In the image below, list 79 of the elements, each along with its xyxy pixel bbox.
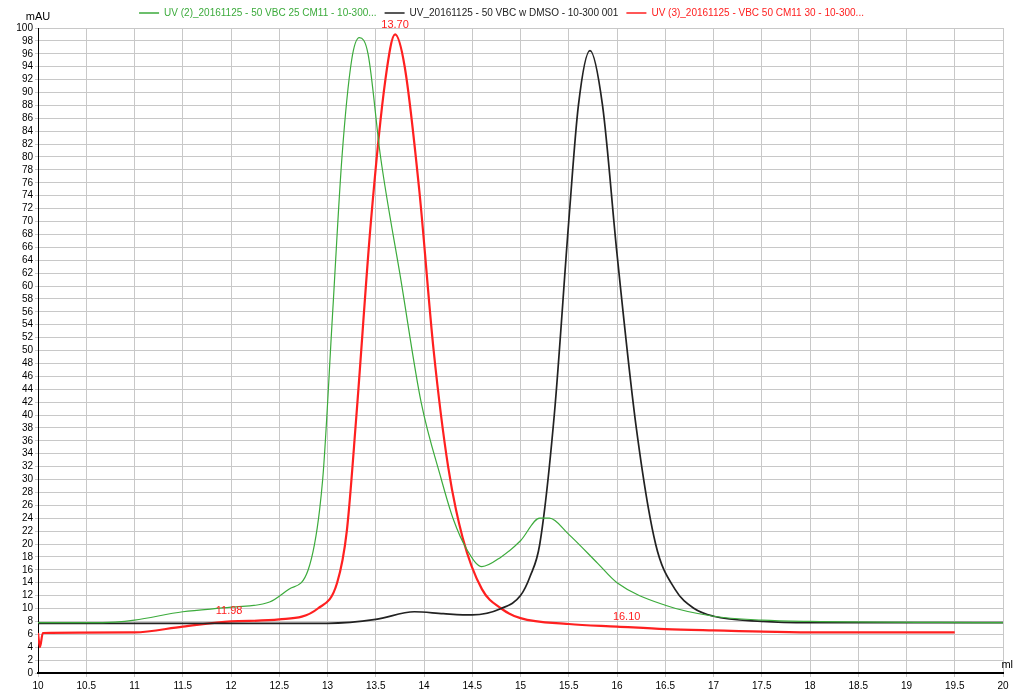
y-tick-label: 74 <box>21 189 34 201</box>
y-tick-label: 96 <box>21 47 34 59</box>
y-tick-label: 52 <box>21 331 34 343</box>
y-tick-label: 8 <box>27 615 34 627</box>
y-tick-label: 24 <box>21 511 34 523</box>
y-tick-label: 72 <box>21 202 34 214</box>
y-tick-label: 10 <box>21 602 34 614</box>
y-tick-label: 34 <box>21 447 34 459</box>
y-tick-label: 64 <box>21 253 34 265</box>
x-tick-label: 12 <box>225 679 237 691</box>
legend-label: UV_20161125 - 50 VBC w DMSO - 10-300 001 <box>409 6 619 18</box>
x-axis-title: ml <box>1001 657 1013 670</box>
x-tick-label: 14 <box>418 679 430 691</box>
x-tick-label: 11 <box>129 679 141 691</box>
x-tick-label: 19.5 <box>945 679 965 691</box>
y-tick-label: 42 <box>21 395 34 407</box>
y-tick-label: 32 <box>21 460 34 472</box>
y-tick-label: 38 <box>21 421 34 433</box>
x-tick-label: 13.5 <box>366 679 386 691</box>
x-tick-label: 18 <box>804 679 816 691</box>
y-axis-title: mAU <box>25 9 51 22</box>
x-tick-label: 11.5 <box>173 679 193 691</box>
x-tick-label: 16 <box>611 679 623 691</box>
y-tick-label: 86 <box>21 112 34 124</box>
y-tick-label: 44 <box>21 382 34 394</box>
y-tick-label: 94 <box>21 60 34 72</box>
y-tick-label: 56 <box>21 305 34 317</box>
y-tick-label: 18 <box>21 550 34 562</box>
y-tick-label: 80 <box>21 150 34 162</box>
y-tick-label: 50 <box>21 344 34 356</box>
y-tick-label: 2 <box>27 653 34 665</box>
y-tick-label: 66 <box>21 241 34 253</box>
y-tick-label: 16 <box>21 563 34 575</box>
y-tick-label: 30 <box>21 473 34 485</box>
y-tick-label: 4 <box>27 640 34 652</box>
y-tick-label: 46 <box>21 370 34 382</box>
x-tick-label: 15.5 <box>559 679 579 691</box>
y-tick-label: 88 <box>21 99 34 111</box>
y-tick-label: 6 <box>27 628 34 640</box>
y-tick-label: 12 <box>21 589 34 601</box>
y-tick-label: 68 <box>21 228 34 240</box>
y-tick-label: 100 <box>16 21 34 33</box>
y-tick-label: 28 <box>21 486 34 498</box>
legend-label: UV (3)_20161125 - VBC 50 CM11 30 - 10-300... <box>651 6 864 18</box>
y-tick-label: 54 <box>21 318 34 330</box>
x-tick-label: 18.5 <box>848 679 869 691</box>
y-tick-label: 82 <box>21 137 34 149</box>
x-tick-label: 15 <box>514 679 527 691</box>
x-tick-label: 13 <box>321 679 334 691</box>
y-tick-label: 0 <box>27 666 34 678</box>
y-tick-label: 58 <box>21 292 34 304</box>
x-tick-label: 17 <box>707 679 720 691</box>
x-tick-label: 17.5 <box>752 679 772 691</box>
y-tick-label: 48 <box>21 357 34 369</box>
y-tick-label: 90 <box>21 86 34 98</box>
x-tick-label: 12.5 <box>269 679 290 691</box>
y-tick-label: 14 <box>21 576 34 588</box>
y-tick-label: 60 <box>21 279 34 291</box>
annotation: 11.98 <box>215 604 243 617</box>
y-tick-label: 22 <box>21 524 34 536</box>
x-tick-label: 16.5 <box>655 679 676 691</box>
y-tick-label: 92 <box>21 73 34 85</box>
y-tick-label: 40 <box>21 408 34 420</box>
x-tick-label: 10.5 <box>76 679 97 691</box>
y-tick-label: 98 <box>21 34 34 46</box>
y-tick-label: 76 <box>21 176 34 188</box>
x-tick-label: 20 <box>997 679 1009 691</box>
y-tick-label: 84 <box>21 124 34 136</box>
legend-label: UV (2)_20161125 - 50 VBC 25 CM11 - 10-300... <box>164 6 377 18</box>
annotation: 16.10 <box>612 610 641 623</box>
x-tick-label: 14.5 <box>462 679 483 691</box>
y-tick-label: 26 <box>21 499 34 511</box>
y-tick-label: 70 <box>21 215 34 227</box>
y-tick-label: 62 <box>21 266 34 278</box>
y-tick-label: 20 <box>21 537 34 549</box>
y-tick-label: 36 <box>21 434 34 446</box>
annotation: 13.70 <box>381 17 409 30</box>
y-tick-label: 78 <box>21 163 34 175</box>
x-tick-label: 19 <box>900 679 913 691</box>
